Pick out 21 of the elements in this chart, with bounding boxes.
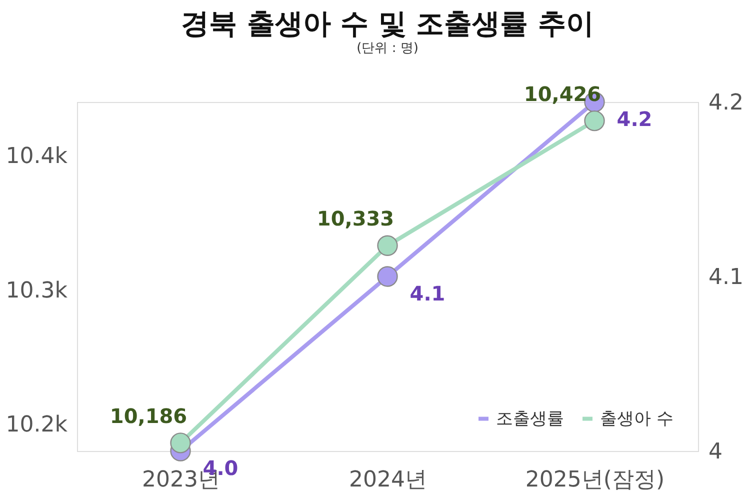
chart-title: 경북 출생아 수 및 조출생률 추이 xyxy=(181,6,594,40)
y-tick-label: 10.3k xyxy=(6,278,68,304)
data-label: 10,186 xyxy=(110,404,188,428)
data-label: 4.1 xyxy=(410,282,446,306)
y-tick-label: 10.2k xyxy=(6,412,68,438)
y2-tick-label: 4.1 xyxy=(708,265,744,290)
point xyxy=(584,110,605,132)
data-label: 10,426 xyxy=(524,82,602,106)
x-tick-label: 2024년 xyxy=(349,468,427,492)
legend-label: 출생아 수 xyxy=(600,408,674,429)
data-label: 10,333 xyxy=(316,206,394,231)
y2-tick-label: 4.2 xyxy=(708,90,744,116)
point xyxy=(377,266,398,287)
chart-subtitle: (단위 : 명) xyxy=(356,40,418,56)
y-tick-label: 10.4k xyxy=(6,144,68,170)
point xyxy=(170,432,191,454)
data-label: 4.2 xyxy=(616,107,652,131)
legend-label: 조출생률 xyxy=(496,408,564,429)
x-tick-label: 2025년(잠정) xyxy=(525,468,665,492)
y2-tick-label: 4 xyxy=(708,440,722,464)
point xyxy=(377,235,398,256)
